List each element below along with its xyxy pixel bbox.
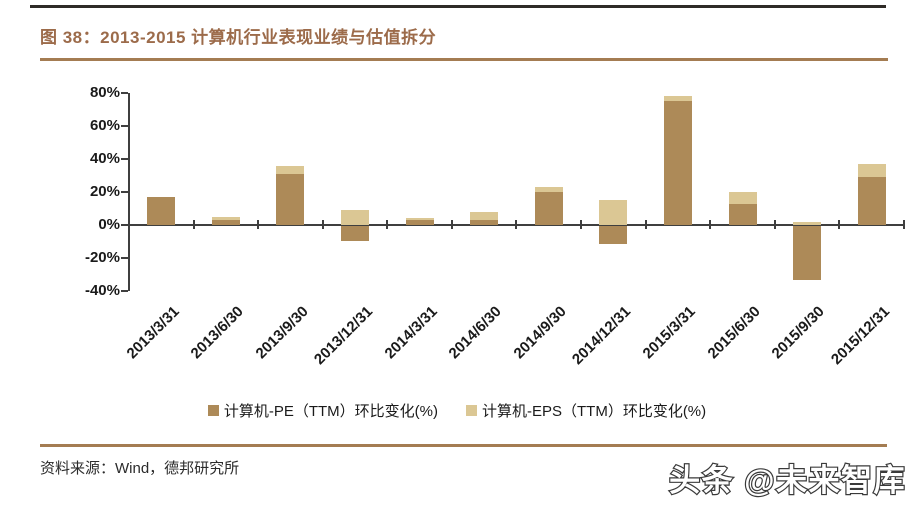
source-attribution: 资料来源：Wind，德邦研究所 <box>40 460 240 477</box>
x-axis-label: 2013/12/31 <box>310 303 377 369</box>
bar-segment-eps <box>276 165 305 174</box>
bar-segment-eps <box>663 96 692 102</box>
y-tick-label: -20% <box>84 249 120 266</box>
bar-segment-pe <box>663 101 692 225</box>
legend-entry-eps: 计算机-EPS（TTM）环比变化(%) <box>465 400 707 421</box>
x-axis-label: 2015/12/31 <box>827 303 893 369</box>
title-underline-rule <box>40 58 888 61</box>
figure-title: 图 38：2013-2015 计算机行业表现业绩与估值拆分 <box>40 28 437 47</box>
legend-swatch-eps <box>465 405 477 416</box>
x-axis-label: 2013/6/30 <box>187 303 247 363</box>
bar-segment-eps <box>211 216 240 221</box>
y-tick-label: 60% <box>89 117 120 134</box>
y-tick-mark <box>121 224 128 226</box>
legend-swatch-pe <box>207 405 219 416</box>
bar-segment-pe <box>405 220 434 225</box>
y-tick-label: 40% <box>89 150 120 167</box>
legend-label-pe: 计算机-PE（TTM）环比变化(%) <box>223 403 438 420</box>
x-tick-mark <box>773 220 776 229</box>
x-tick-mark <box>644 220 647 229</box>
bar-segment-eps <box>405 218 434 221</box>
bar-segment-pe <box>341 226 370 241</box>
bar-segment-pe <box>470 220 499 225</box>
bar-segment-eps <box>534 187 563 192</box>
bar-segment-pe <box>211 220 240 225</box>
watermark: 头条 @未来智库 <box>668 462 906 499</box>
x-axis-label: 2015/6/30 <box>704 303 764 363</box>
y-tick-label: 80% <box>89 84 120 101</box>
bar-segment-pe <box>857 177 886 225</box>
x-tick-mark <box>709 220 712 229</box>
x-tick-mark <box>321 220 324 229</box>
bar-segment-eps <box>857 163 886 178</box>
bar-segment-eps <box>793 221 822 225</box>
x-tick-mark <box>580 220 583 229</box>
x-axis-label: 2014/9/30 <box>510 303 570 363</box>
bar-segment-eps <box>728 192 757 204</box>
x-axis-label: 2014/6/30 <box>446 303 506 363</box>
legend-entry-pe: 计算机-PE（TTM）环比变化(%) <box>207 400 438 421</box>
bar-segment-eps <box>470 211 499 221</box>
y-tick-mark <box>121 125 128 127</box>
x-tick-mark <box>515 220 518 229</box>
x-axis-label: 2015/9/30 <box>768 303 829 363</box>
x-tick-mark <box>386 220 389 229</box>
bar-segment-pe <box>534 192 563 225</box>
y-tick-mark <box>121 92 128 94</box>
bar-segment-pe <box>793 226 822 281</box>
y-tick-label: 0% <box>98 216 120 233</box>
top-border-line <box>30 5 886 8</box>
x-tick-mark <box>450 220 453 229</box>
y-tick-mark <box>121 257 128 259</box>
x-axis-label: 2014/12/31 <box>569 303 635 369</box>
x-tick-mark <box>257 220 260 229</box>
bar-segment-eps <box>341 210 370 225</box>
watermark-text: 头条 @未来智库 <box>669 463 906 498</box>
footer-rule <box>40 444 887 447</box>
x-axis-label: 2014/3/31 <box>381 303 441 363</box>
bar-segment-pe <box>276 173 305 225</box>
x-tick-mark <box>192 220 195 229</box>
y-tick-label: -40% <box>84 282 120 299</box>
stacked-bar-chart: 80% 60% 40% 20% 0% -20% -40% 2013/3/31 2013/6/30… <box>84 84 905 369</box>
x-axis-label: 2013/3/31 <box>123 303 183 363</box>
chart-legend: 计算机-PE（TTM）环比变化(%) 计算机-EPS（TTM）环比变化(%) <box>0 400 914 421</box>
bar-segment-pe <box>728 203 757 225</box>
legend-label-eps: 计算机-EPS（TTM）环比变化(%) <box>481 403 707 420</box>
x-tick-mark <box>838 220 841 229</box>
bar-segment-eps <box>599 200 628 225</box>
x-axis-label: 2015/3/31 <box>639 303 699 363</box>
y-tick-mark <box>121 158 128 160</box>
x-axis-label: 2013/9/30 <box>252 303 312 363</box>
bar-segment-pe <box>599 226 628 245</box>
y-tick-mark <box>121 191 128 193</box>
y-tick-mark <box>121 290 128 292</box>
y-axis-line <box>128 93 130 291</box>
x-tick-mark <box>902 220 905 229</box>
y-tick-label: 20% <box>89 183 120 200</box>
bar-segment-pe <box>147 196 176 225</box>
